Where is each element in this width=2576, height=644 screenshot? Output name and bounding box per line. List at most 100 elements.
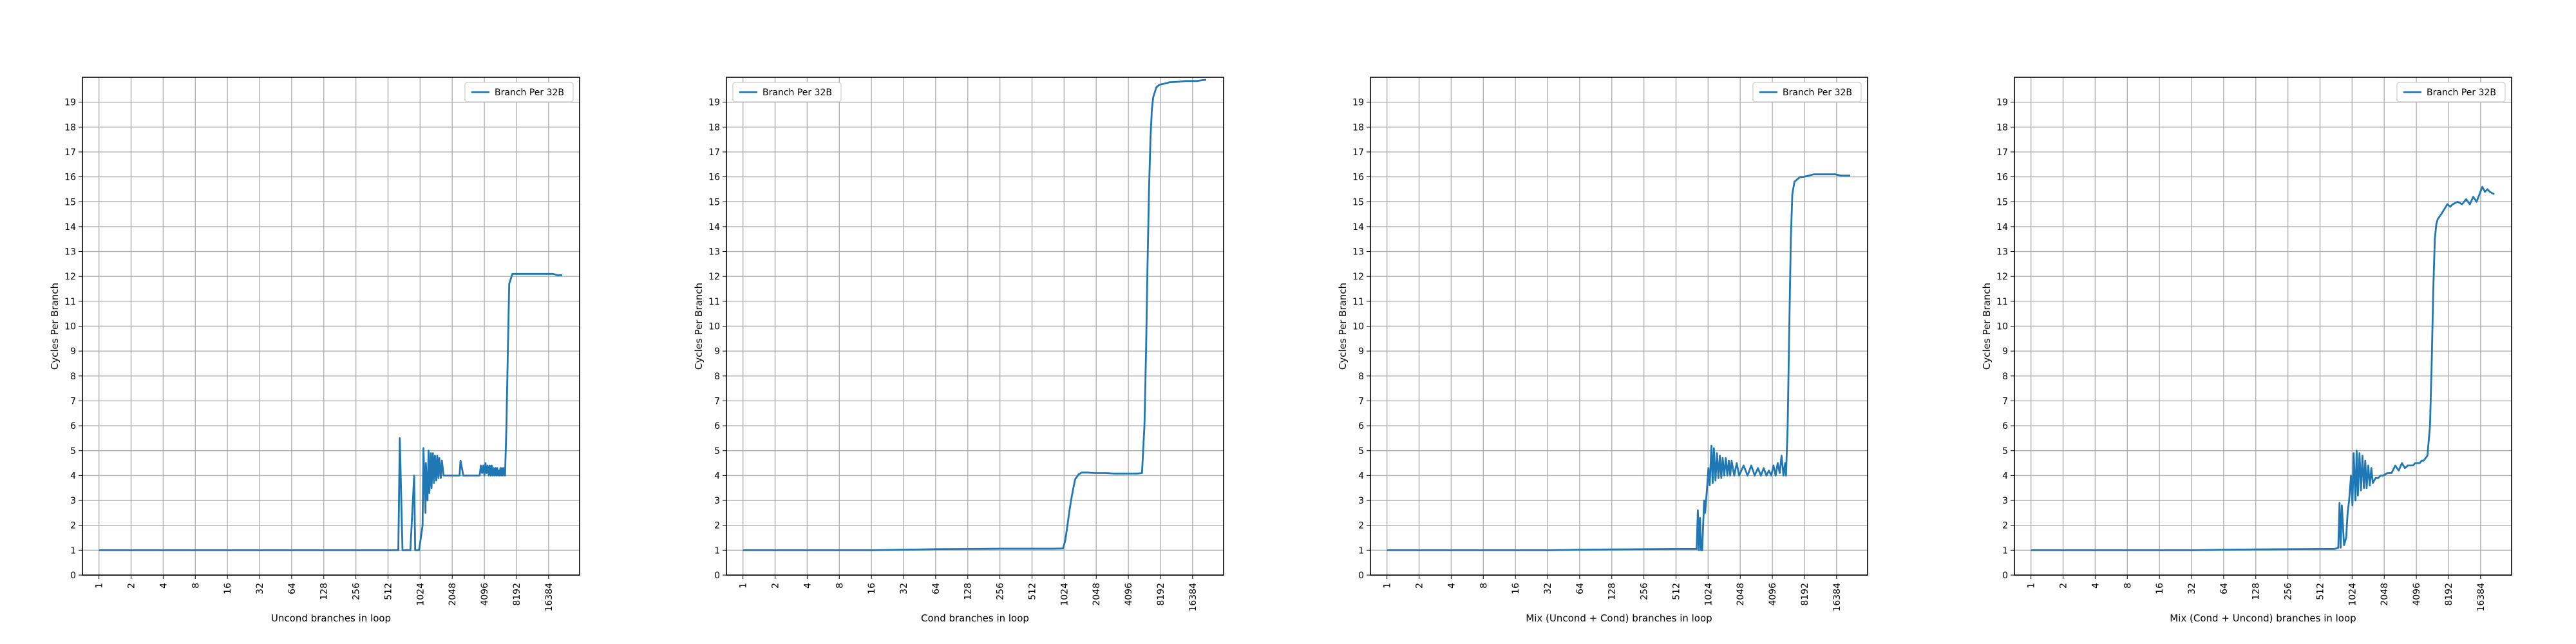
x-tick-label: 16 — [2155, 583, 2165, 594]
y-tick-label: 11 — [64, 297, 76, 307]
x-tick-label: 32 — [255, 583, 265, 594]
x-tick-label: 512 — [383, 583, 393, 600]
x-axis-label: Uncond branches in loop — [271, 612, 391, 624]
y-tick-label: 10 — [1996, 322, 2008, 332]
series-line-branch-per-32b — [743, 79, 1207, 551]
y-tick-label: 19 — [708, 98, 720, 108]
y-tick-label: 3 — [2002, 496, 2008, 506]
y-tick-label: 14 — [64, 222, 76, 232]
y-tick-label: 3 — [70, 496, 76, 506]
y-tick-label: 19 — [64, 98, 76, 108]
legend-label: Branch Per 32B — [2427, 88, 2496, 98]
x-tick-label: 2 — [771, 583, 781, 589]
y-tick-label: 0 — [714, 571, 720, 581]
plot-frame — [2014, 77, 2512, 576]
y-tick-label: 9 — [70, 346, 76, 357]
y-tick-label: 17 — [1352, 147, 1364, 158]
y-tick-label: 0 — [2002, 571, 2008, 581]
y-tick-label: 3 — [714, 496, 720, 506]
x-tick-label: 128 — [963, 583, 974, 600]
x-tick-label: 512 — [2315, 583, 2325, 600]
y-tick-label: 14 — [708, 222, 720, 232]
x-axis-label: Cond branches in loop — [921, 612, 1029, 624]
y-tick-label: 6 — [1358, 421, 1364, 431]
legend-box — [732, 82, 842, 102]
series-line-branch-per-32b — [2031, 185, 2495, 551]
y-tick-label: 7 — [2002, 396, 2008, 406]
y-tick-label: 17 — [708, 147, 720, 158]
y-tick-label: 2 — [714, 521, 720, 531]
y-tick-label: 13 — [64, 247, 76, 258]
y-tick-label: 15 — [708, 197, 720, 207]
y-tick-label: 12 — [64, 272, 76, 282]
x-tick-label: 4 — [2090, 583, 2101, 589]
x-tick-label: 8 — [2123, 583, 2133, 589]
y-tick-label: 18 — [1352, 122, 1364, 133]
legend: Branch Per 32B — [1752, 82, 1862, 102]
x-tick-label: 8192 — [512, 583, 522, 606]
x-tick-label: 4096 — [1124, 583, 1134, 606]
x-tick-label: 128 — [1607, 583, 1618, 600]
legend-box — [1752, 82, 1862, 102]
legend-box — [2396, 82, 2506, 102]
x-tick-label: 4 — [158, 583, 169, 589]
x-tick-label: 32 — [899, 583, 909, 594]
y-tick-label: 6 — [2002, 421, 2008, 431]
y-tick-label: 4 — [714, 471, 720, 481]
y-tick-label: 5 — [70, 446, 76, 457]
y-tick-label: 13 — [1996, 247, 2008, 258]
y-tick-label: 18 — [708, 122, 720, 133]
y-tick-label: 18 — [64, 122, 76, 133]
y-tick-label: 6 — [714, 421, 720, 431]
y-tick-label: 9 — [714, 346, 720, 357]
y-tick-label: 12 — [708, 272, 720, 282]
x-tick-label: 2048 — [448, 583, 458, 606]
x-tick-label: 1024 — [415, 583, 426, 606]
x-tick-label: 2048 — [2380, 583, 2390, 606]
y-tick-label: 3 — [1358, 496, 1364, 506]
y-tick-label: 10 — [64, 322, 76, 332]
y-tick-label: 19 — [1996, 98, 2008, 108]
x-tick-label: 64 — [287, 583, 298, 594]
x-tick-label: 1024 — [1703, 583, 1714, 606]
x-tick-label: 1 — [1383, 583, 1393, 589]
x-tick-label: 128 — [2251, 583, 2262, 600]
x-tick-label: 16 — [223, 583, 233, 594]
x-tick-label: 512 — [1671, 583, 1681, 600]
y-tick-label: 16 — [64, 173, 76, 183]
x-tick-label: 8192 — [1800, 583, 1810, 606]
y-tick-label: 0 — [70, 571, 76, 581]
y-tick-label: 9 — [2002, 346, 2008, 357]
y-tick-label: 2 — [70, 521, 76, 531]
y-tick-label: 4 — [70, 471, 76, 481]
x-tick-label: 128 — [319, 583, 330, 600]
x-tick-label: 16 — [1511, 583, 1521, 594]
x-tick-label: 16384 — [1832, 583, 1842, 612]
x-tick-label: 1 — [2027, 583, 2037, 589]
y-tick-label: 17 — [64, 147, 76, 158]
x-tick-label: 256 — [2284, 583, 2294, 600]
x-tick-label: 1 — [739, 583, 749, 589]
x-tick-label: 64 — [2219, 583, 2230, 594]
y-tick-label: 5 — [714, 446, 720, 457]
y-tick-label: 1 — [2002, 545, 2008, 556]
x-tick-label: 16384 — [544, 583, 554, 612]
x-tick-label: 16384 — [1188, 583, 1198, 612]
y-tick-label: 4 — [1358, 471, 1364, 481]
legend: Branch Per 32B — [2396, 82, 2506, 102]
x-tick-label: 1024 — [1059, 583, 1070, 606]
y-tick-label: 12 — [1352, 272, 1364, 282]
y-tick-label: 1 — [1358, 545, 1364, 556]
x-tick-label: 4096 — [1768, 583, 1778, 606]
x-tick-label: 256 — [1640, 583, 1650, 600]
y-tick-label: 6 — [70, 421, 76, 431]
y-tick-label: 18 — [1996, 122, 2008, 133]
legend-label: Branch Per 32B — [762, 88, 832, 98]
y-tick-label: 15 — [64, 197, 76, 207]
x-axis-label: Mix (Cond + Uncond) branches in loop — [2170, 612, 2356, 624]
y-tick-label: 10 — [1352, 322, 1364, 332]
y-tick-label: 16 — [1352, 173, 1364, 183]
y-tick-label: 5 — [2002, 446, 2008, 457]
y-tick-label: 16 — [708, 173, 720, 183]
